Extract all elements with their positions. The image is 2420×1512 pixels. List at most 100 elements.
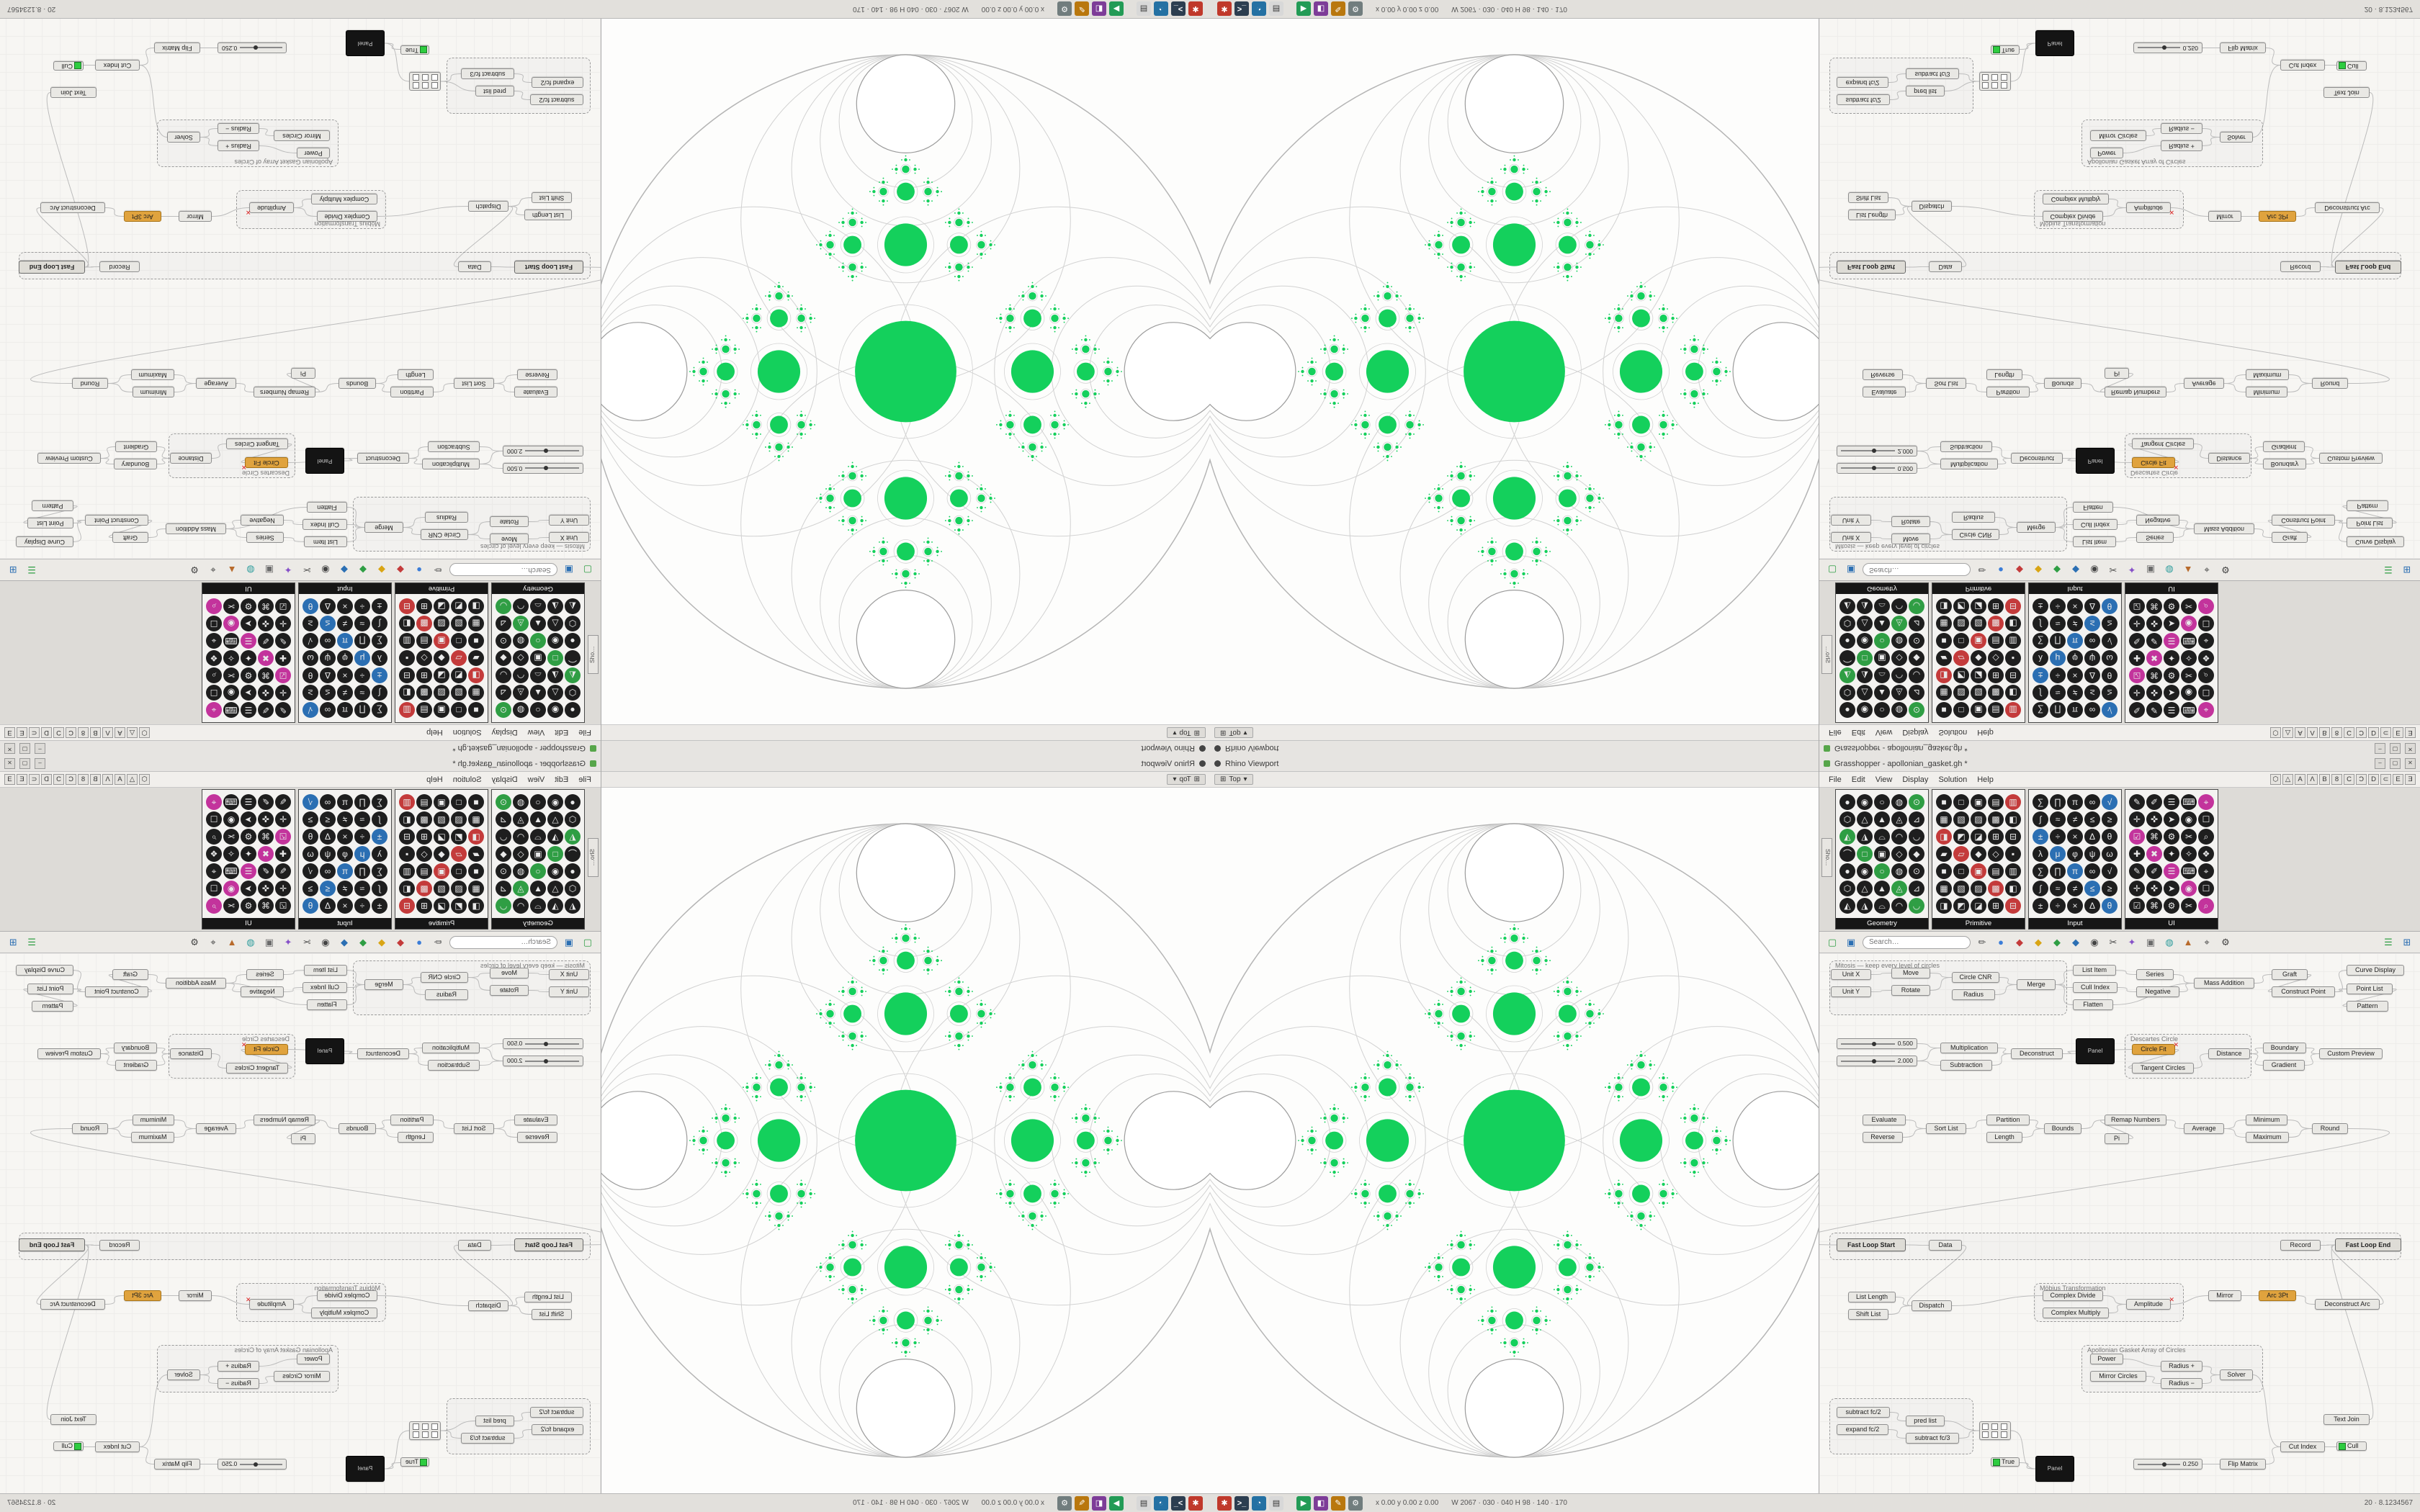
- component-icon[interactable]: ⊟: [2005, 898, 2021, 914]
- node[interactable]: Dispatch: [468, 1300, 508, 1311]
- component-icon[interactable]: ▥: [2005, 794, 2021, 810]
- letter-tab-4[interactable]: B: [90, 774, 101, 785]
- component-icon[interactable]: ✎: [2129, 863, 2145, 879]
- component-icon[interactable]: ▤: [1988, 633, 2004, 649]
- component-icon[interactable]: ∞: [2084, 702, 2100, 718]
- component-icon[interactable]: ⊟: [2005, 829, 2021, 845]
- component-icon[interactable]: ◬: [513, 616, 529, 631]
- component-icon[interactable]: ▥: [399, 794, 415, 810]
- viewport-titlebar[interactable]: Rhino Viewport: [1210, 756, 1819, 772]
- target-icon[interactable]: ⌖: [210, 564, 216, 576]
- component-icon[interactable]: ▣: [1971, 863, 1986, 879]
- component-icon[interactable]: ○: [1874, 863, 1890, 879]
- component-icon[interactable]: φ: [2067, 650, 2083, 666]
- menu-item-file[interactable]: File: [578, 775, 591, 784]
- node[interactable]: Evaluate: [514, 1115, 557, 1125]
- component-icon[interactable]: ◬: [513, 685, 529, 701]
- preview-sphere-icon[interactable]: ●: [416, 564, 422, 576]
- component-icon[interactable]: ✜: [2146, 616, 2162, 631]
- node[interactable]: Deconstruct: [357, 1048, 409, 1059]
- node[interactable]: Flip Matrix: [2220, 1459, 2266, 1470]
- cone-icon[interactable]: ▲: [227, 936, 237, 948]
- menu-item-display[interactable]: Display: [1902, 728, 1929, 737]
- component-icon[interactable]: ◆: [496, 650, 511, 666]
- node[interactable]: Data: [458, 261, 491, 272]
- node[interactable]: Merge: [364, 979, 403, 990]
- letter-tab-7[interactable]: Ɔ: [2356, 774, 2367, 785]
- slider-knob[interactable]: [543, 466, 548, 471]
- component-icon[interactable]: ⌘: [2146, 667, 2162, 683]
- component-icon[interactable]: ⚙: [2164, 667, 2179, 683]
- component-icon[interactable]: ⌕: [206, 598, 222, 614]
- node[interactable]: Remap Numbers: [2105, 1115, 2166, 1125]
- viewport-canvas[interactable]: [1210, 788, 1819, 1493]
- component-icon[interactable]: ⊟: [399, 898, 415, 914]
- node[interactable]: Pi: [291, 368, 315, 379]
- node[interactable]: Mirror: [179, 211, 212, 222]
- component-icon[interactable]: ▦: [468, 685, 484, 701]
- letter-tab-4[interactable]: B: [2319, 727, 2330, 738]
- component-icon[interactable]: ×: [337, 667, 353, 683]
- node[interactable]: Panel: [346, 30, 385, 56]
- node[interactable]: Radius +: [2161, 1361, 2202, 1372]
- component-icon[interactable]: ▣: [434, 794, 449, 810]
- component-icon[interactable]: ∑: [2033, 863, 2048, 879]
- close-button[interactable]: ✕: [2405, 758, 2416, 769]
- component-icon[interactable]: □: [1953, 702, 1969, 718]
- component-icon[interactable]: √: [2102, 863, 2118, 879]
- component-icon[interactable]: ●: [565, 794, 581, 810]
- component-icon[interactable]: ±: [372, 667, 387, 683]
- letter-tab-8[interactable]: D: [2368, 774, 2379, 785]
- node[interactable]: subtract fc/3: [461, 1433, 514, 1444]
- component-icon[interactable]: ◆: [1909, 650, 1924, 666]
- component-icon[interactable]: ▦: [1936, 881, 1952, 896]
- menu-item-file[interactable]: File: [1829, 728, 1842, 737]
- component-icon[interactable]: ▲: [530, 685, 546, 701]
- component-icon[interactable]: ⌨: [2181, 794, 2197, 810]
- letter-tab-4[interactable]: B: [2319, 774, 2330, 785]
- component-icon[interactable]: ⊿: [496, 616, 511, 631]
- component-icon[interactable]: ≠: [337, 616, 353, 631]
- component-icon[interactable]: ▤: [416, 863, 432, 879]
- node[interactable]: Mass Addition: [166, 523, 226, 534]
- node[interactable]: 0.250: [2133, 1459, 2202, 1470]
- component-icon[interactable]: ⊟: [2005, 598, 2021, 614]
- node[interactable]: Pi: [2105, 368, 2129, 379]
- component-icon[interactable]: □: [1953, 633, 1969, 649]
- component-icon[interactable]: ⌖: [2198, 633, 2214, 649]
- component-icon[interactable]: ✎: [2129, 794, 2145, 810]
- component-icon[interactable]: ◉: [547, 633, 563, 649]
- node[interactable]: Point List: [2347, 984, 2393, 994]
- component-icon[interactable]: ▲: [1874, 616, 1890, 631]
- node[interactable]: Complex Multiply: [2043, 194, 2109, 204]
- node[interactable]: Custom Preview: [37, 1048, 101, 1059]
- grasshopper-titlebar[interactable]: Grasshopper - apollonian_gasket.gh * – ▢ ✕: [1819, 756, 2420, 772]
- component-icon[interactable]: ⌒: [1839, 846, 1855, 862]
- component-icon[interactable]: ⚙: [241, 829, 256, 845]
- component-icon[interactable]: ⌖: [2198, 702, 2214, 718]
- component-icon[interactable]: ○: [1874, 702, 1890, 718]
- node[interactable]: Text Join: [50, 1414, 97, 1425]
- component-icon[interactable]: △: [1857, 881, 1873, 896]
- open-file-icon[interactable]: ▣: [564, 564, 574, 576]
- component-icon[interactable]: ▧: [451, 685, 467, 701]
- node[interactable]: expand fc/2: [1837, 77, 1888, 88]
- slider-track[interactable]: [525, 1041, 579, 1046]
- component-icon[interactable]: ≥: [2102, 685, 2118, 701]
- text-editor-icon[interactable]: ✎: [1331, 1, 1345, 17]
- node[interactable]: 0.250: [218, 1459, 287, 1470]
- cube-icon[interactable]: ▣: [264, 564, 274, 576]
- component-icon[interactable]: ✖: [258, 846, 274, 862]
- component-icon[interactable]: ◭: [565, 598, 581, 614]
- component-icon[interactable]: ◠: [513, 598, 529, 614]
- node[interactable]: Custom Preview: [2319, 453, 2383, 464]
- component-icon[interactable]: △: [547, 881, 563, 896]
- component-icon[interactable]: ω: [2102, 846, 2118, 862]
- node[interactable]: Complex Divide: [2043, 1290, 2103, 1301]
- gear-icon[interactable]: ⚙: [190, 936, 199, 948]
- letter-tab-2[interactable]: A: [115, 774, 125, 785]
- node[interactable]: True: [400, 1457, 429, 1467]
- component-icon[interactable]: ■: [1936, 702, 1952, 718]
- node[interactable]: Mirror Circles: [274, 130, 330, 141]
- maximize-button[interactable]: ▢: [2390, 758, 2401, 769]
